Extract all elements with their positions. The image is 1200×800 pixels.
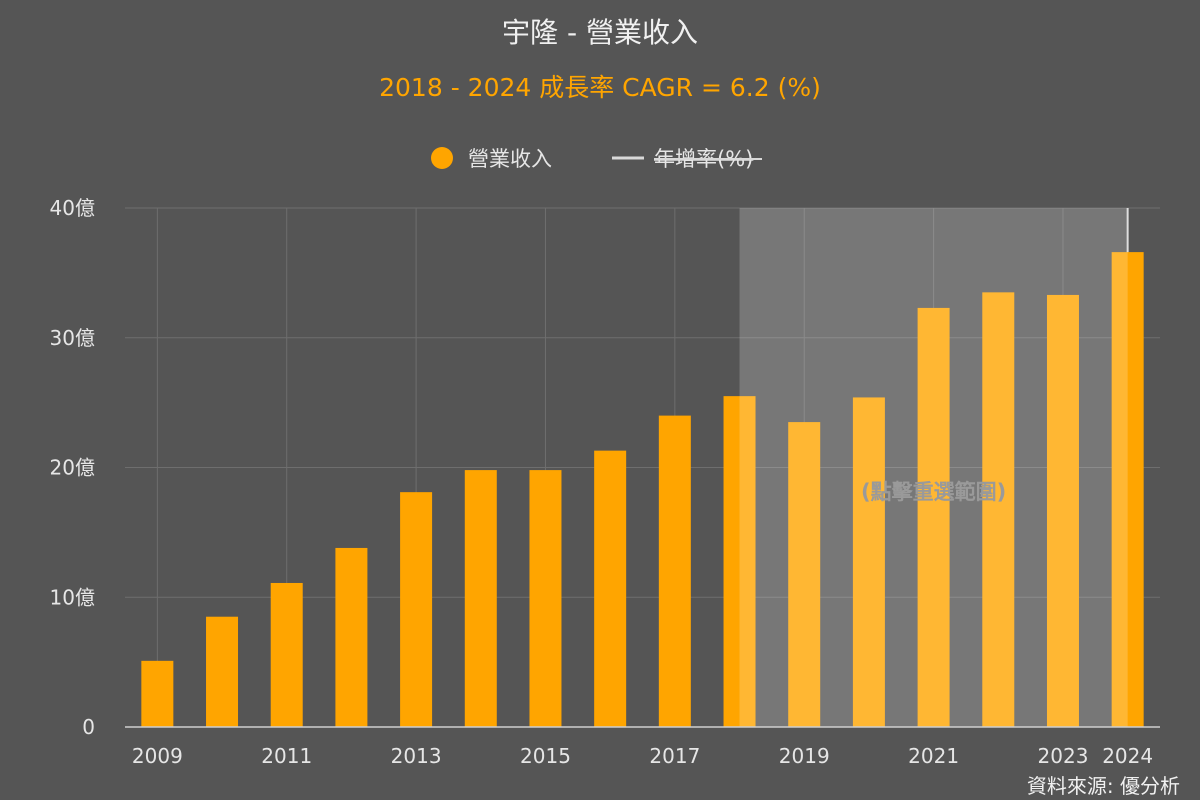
legend-revenue-marker (431, 147, 453, 169)
bar[interactable] (917, 307, 950, 727)
x-tick-label: 2011 (261, 744, 312, 768)
bar[interactable] (723, 396, 756, 727)
bar[interactable] (1111, 252, 1144, 728)
bar[interactable] (788, 422, 821, 727)
bar[interactable] (141, 660, 174, 727)
bar[interactable] (270, 582, 303, 727)
x-tick-label: 2015 (520, 744, 571, 768)
bar[interactable] (206, 616, 239, 727)
legend: 營業收入 年增率(%) (431, 147, 762, 171)
bar[interactable] (400, 492, 433, 727)
chart-subtitle: 2018 - 2024 成長率 CAGR = 6.2 (%) (379, 73, 821, 102)
legend-revenue-label: 營業收入 (468, 147, 552, 171)
x-tick-label: 2009 (132, 744, 183, 768)
chart-title: 宇隆 - 營業收入 (502, 16, 698, 49)
highlight-label[interactable]: (點擊重選範圍) (861, 480, 1006, 504)
y-tick-label: 0 (82, 715, 95, 739)
bar[interactable] (658, 415, 691, 727)
bar[interactable] (464, 470, 497, 727)
bar[interactable] (1046, 294, 1079, 727)
x-tick-label: 2021 (908, 744, 959, 768)
y-tick-label: 10億 (50, 585, 95, 609)
highlight-region[interactable] (739, 208, 1128, 727)
x-tick-label: 2023 (1038, 744, 1089, 768)
legend-item-revenue[interactable]: 營業收入 (431, 147, 552, 171)
bar[interactable] (594, 450, 627, 727)
x-tick-label: 2019 (779, 744, 830, 768)
x-tick-label: 2013 (391, 744, 442, 768)
bar[interactable] (335, 547, 368, 727)
y-tick-label: 20億 (50, 456, 95, 480)
bar[interactable] (852, 397, 885, 727)
y-tick-label: 30億 (50, 326, 95, 350)
source-note: 資料來源: 優分析 (1027, 774, 1180, 798)
y-tick-label: 40億 (50, 196, 95, 220)
bar[interactable] (982, 292, 1015, 727)
tick-labels: 0 10億 20億 30億 40億 2009 2011 2013 2015 2017 2019 202… (50, 196, 1154, 768)
bars: (點擊重選範圍) (141, 208, 1144, 728)
bar[interactable] (529, 470, 562, 727)
legend-item-yoy[interactable]: 年增率(%) (612, 147, 762, 171)
x-tick-label: 2017 (649, 744, 700, 768)
x-tick-label: 2024 (1102, 744, 1153, 768)
